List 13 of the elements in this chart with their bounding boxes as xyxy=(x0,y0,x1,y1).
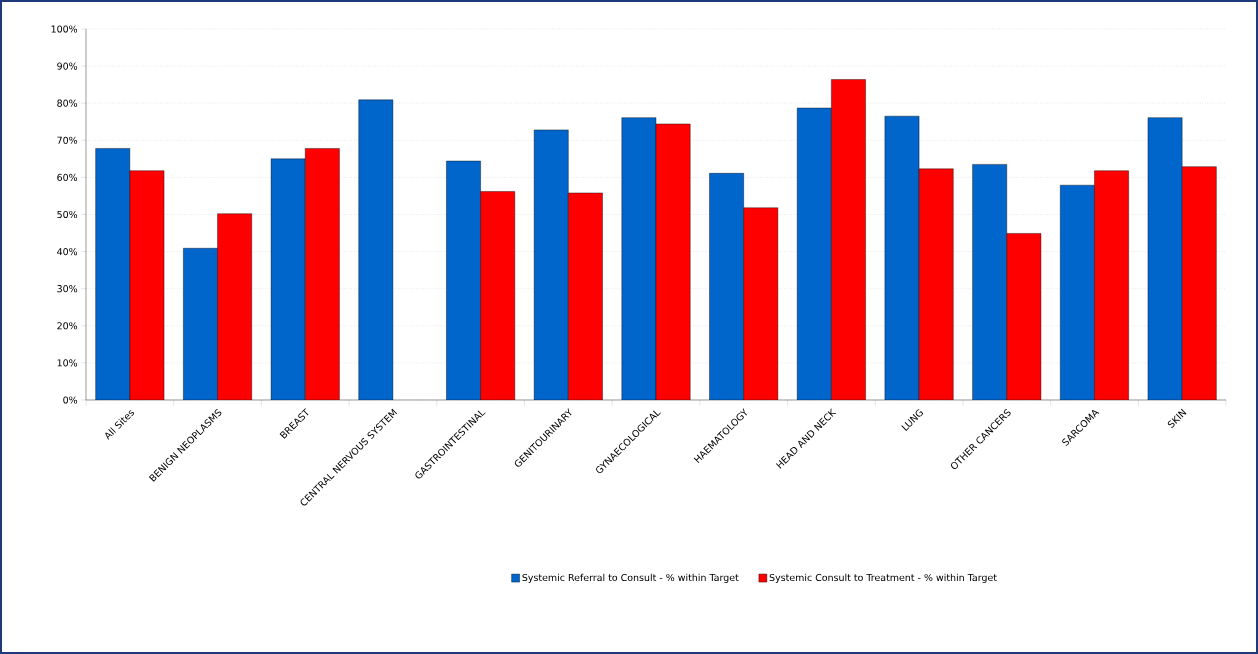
y-tick-label: 40% xyxy=(57,248,78,256)
y-tick-label: 10% xyxy=(57,359,78,367)
y-tick-label: 20% xyxy=(57,322,78,330)
legend-label: Systemic Referral to Consult - % within Target xyxy=(522,573,739,583)
y-tick-label: 80% xyxy=(57,99,78,107)
y-tick-label: 30% xyxy=(57,285,78,293)
legend-label: Systemic Consult to Treatment - % within Target xyxy=(769,573,997,583)
y-tick-label: 90% xyxy=(57,62,78,70)
y-tick-label: 100% xyxy=(51,25,78,33)
y-tick-label: 60% xyxy=(57,173,78,181)
y-tick-label: 0% xyxy=(63,396,78,404)
y-tick-label: 70% xyxy=(57,136,78,144)
y-tick-label: 50% xyxy=(57,210,78,219)
